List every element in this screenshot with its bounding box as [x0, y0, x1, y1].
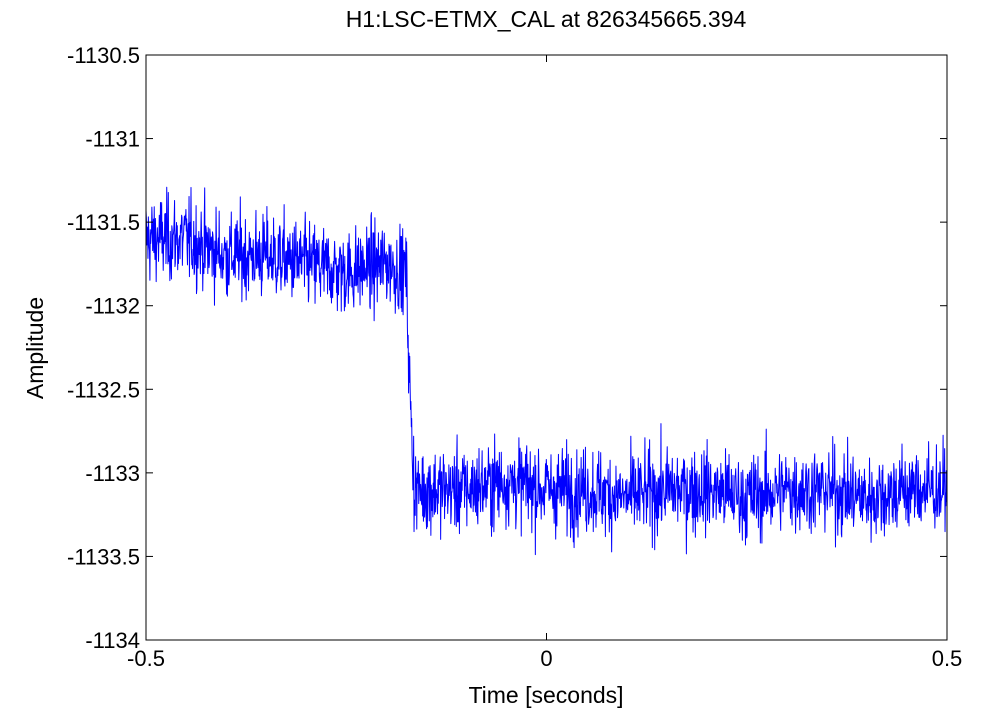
y-tick-label: -1132 [85, 294, 140, 319]
x-tick-label: -0.5 [127, 646, 165, 671]
series-line [145, 186, 948, 556]
x-tick-label: 0.5 [932, 646, 963, 671]
series-layer [145, 186, 948, 556]
chart-title: H1:LSC-ETMX_CAL at 826345665.394 [346, 6, 747, 32]
y-tick-label: -1130.5 [67, 43, 140, 68]
plot-area [146, 55, 947, 640]
y-axis-label: Amplitude [22, 297, 48, 399]
x-tick-label: 0 [540, 646, 552, 671]
x-axis-label: Time [seconds] [468, 682, 623, 708]
y-tick-label: -1133 [85, 461, 140, 486]
y-tick-label: -1133.5 [67, 544, 140, 569]
x-axis: -0.5 0 0.5 [127, 55, 962, 671]
y-tick-label: -1134 [85, 628, 140, 653]
y-tick-label: -1131 [85, 127, 140, 152]
y-tick-label: -1132.5 [67, 377, 140, 402]
y-tick-label: -1131.5 [67, 210, 140, 235]
y-axis: -1134 -1133.5 -1133 -1132.5 -1132 -1131.5 -113… [67, 43, 947, 653]
